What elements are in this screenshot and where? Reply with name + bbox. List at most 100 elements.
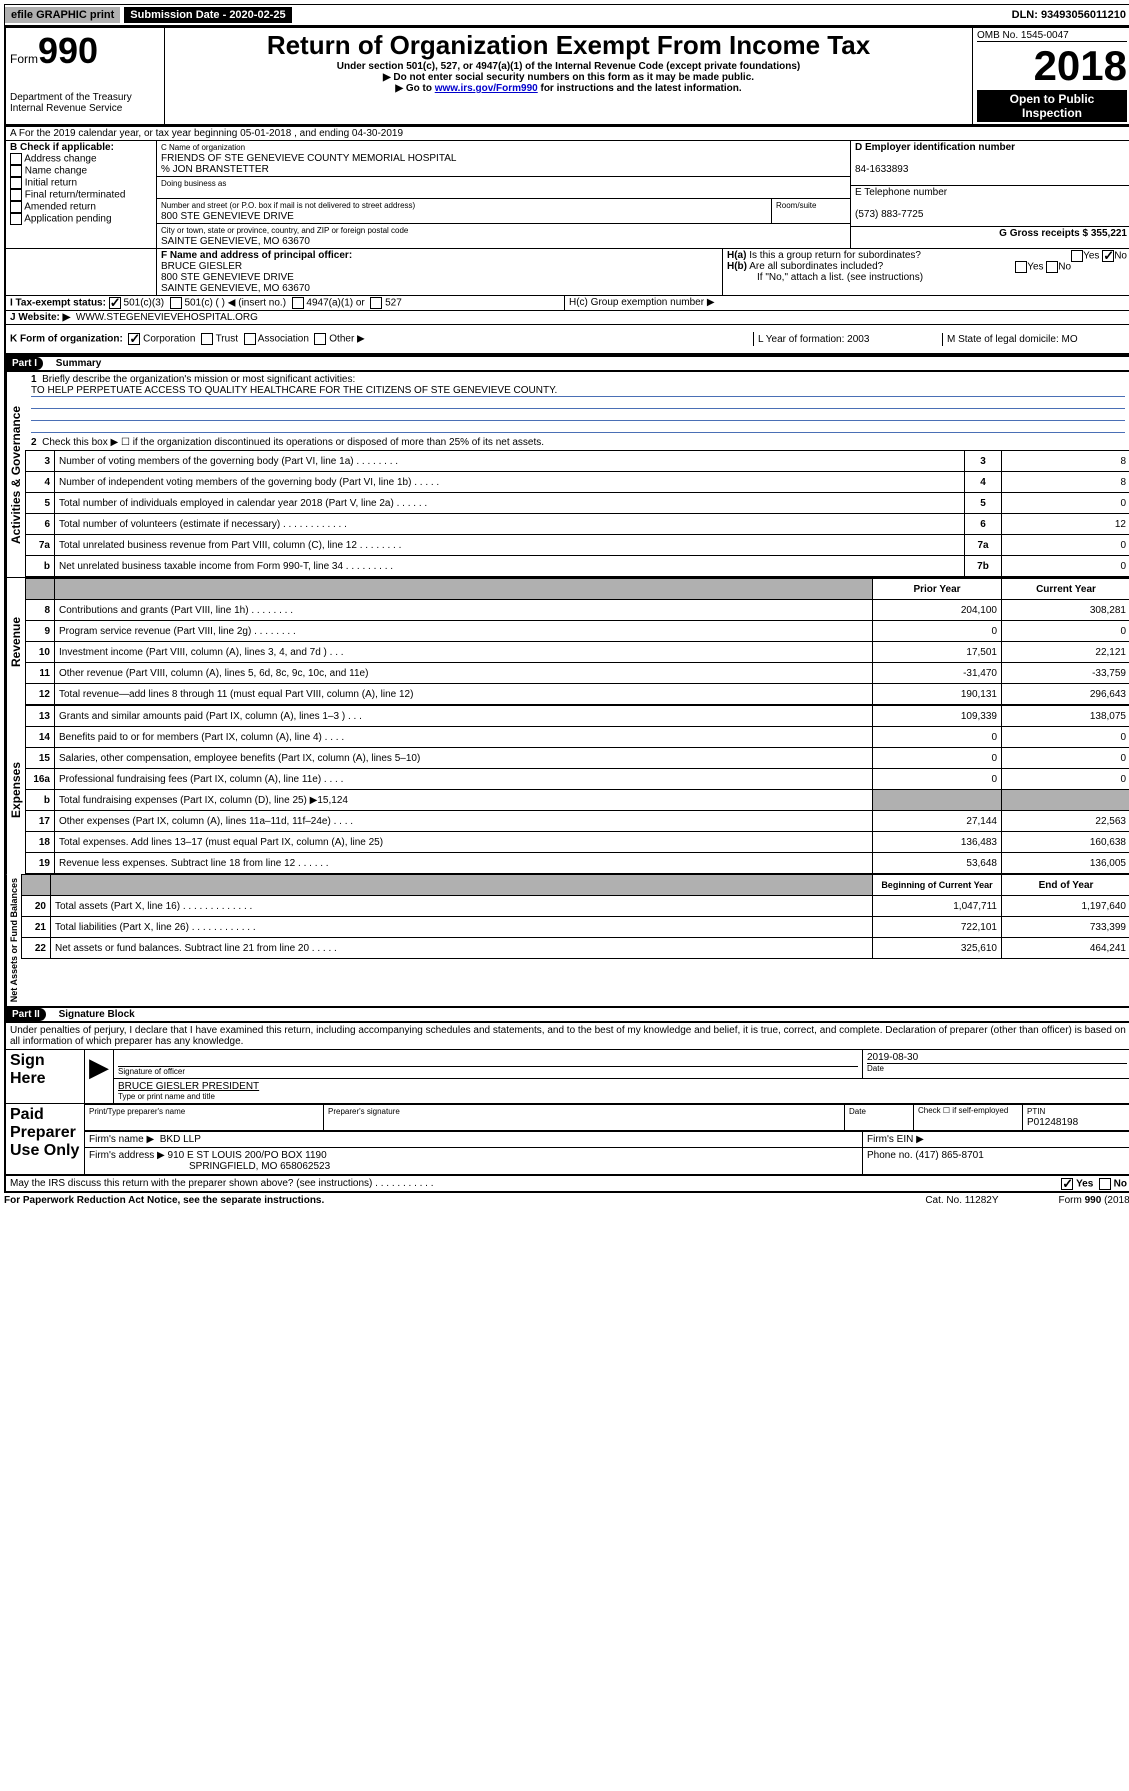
line-a: A For the 2019 calendar year, or tax yea… bbox=[6, 127, 1129, 140]
line-num: 13 bbox=[26, 706, 55, 727]
cb-address-change[interactable] bbox=[10, 153, 22, 165]
line-text: Number of voting members of the governin… bbox=[55, 451, 965, 472]
form-990: 990 bbox=[38, 30, 98, 71]
cb-amended[interactable] bbox=[10, 201, 22, 213]
sign-here-label: Sign Here bbox=[5, 1050, 85, 1104]
firm-ein-label: Firm's EIN ▶ bbox=[863, 1132, 1129, 1148]
opt-amended: Amended return bbox=[24, 202, 96, 213]
form-subtitle: Under section 501(c), 527, or 4947(a)(1)… bbox=[169, 61, 968, 72]
line-val: 0 bbox=[1002, 535, 1129, 556]
opt-final-return: Final return/terminated bbox=[25, 190, 126, 201]
form-header: Form990 Department of the TreasuryIntern… bbox=[4, 26, 1129, 126]
tax-year: 2018 bbox=[977, 42, 1127, 90]
line-num: 19 bbox=[26, 853, 55, 874]
current-year-head: Current Year bbox=[1002, 579, 1129, 600]
vlabel-ag: Activities & Governance bbox=[6, 372, 25, 577]
box-b-label: B Check if applicable: bbox=[10, 142, 114, 153]
firm-phone: Phone no. (417) 865-8701 bbox=[863, 1148, 1129, 1176]
q1-num: 1 bbox=[31, 374, 37, 385]
line-text: Salaries, other compensation, employee b… bbox=[55, 748, 873, 769]
cb-application-pending[interactable] bbox=[10, 213, 22, 225]
line-val: 0 bbox=[1002, 493, 1129, 514]
part1-heading: Summary bbox=[46, 358, 102, 369]
officer-name: BRUCE GIESLER bbox=[161, 261, 242, 272]
line-val: 8 bbox=[1002, 472, 1129, 493]
part2-badge: Part II bbox=[6, 1008, 46, 1021]
end-year-head: End of Year bbox=[1002, 875, 1129, 896]
cb-527[interactable] bbox=[370, 297, 382, 309]
line-num: 18 bbox=[26, 832, 55, 853]
current-val: 308,281 bbox=[1002, 600, 1129, 621]
line-num: b bbox=[26, 790, 55, 811]
netassets-table: Beginning of Current Year End of Year 20… bbox=[21, 874, 1129, 959]
hb-yes[interactable] bbox=[1015, 261, 1027, 273]
ha-label: H(a) bbox=[727, 250, 746, 261]
ha-yes[interactable] bbox=[1071, 250, 1083, 262]
sig-date-label: Date bbox=[867, 1063, 1127, 1073]
ha-no[interactable] bbox=[1102, 250, 1114, 262]
line-num: 7a bbox=[26, 535, 55, 556]
cb-other[interactable] bbox=[314, 333, 326, 345]
line-num: 5 bbox=[26, 493, 55, 514]
prior-val: 109,339 bbox=[873, 706, 1002, 727]
cb-initial-return[interactable] bbox=[10, 177, 22, 189]
prep-date-label: Date bbox=[849, 1107, 866, 1116]
opt-name-change: Name change bbox=[25, 166, 87, 177]
line-text: Net assets or fund balances. Subtract li… bbox=[51, 938, 873, 959]
rev-label-blank bbox=[55, 579, 873, 600]
cb-501c[interactable] bbox=[170, 297, 182, 309]
hb-no[interactable] bbox=[1046, 261, 1058, 273]
box-i-label: I Tax-exempt status: bbox=[10, 298, 106, 309]
ptin-label: PTIN bbox=[1027, 1107, 1045, 1116]
line-text: Program service revenue (Part VIII, line… bbox=[55, 621, 873, 642]
city-label: City or town, state or province, country… bbox=[161, 226, 408, 235]
line-val: 8 bbox=[1002, 451, 1129, 472]
prior-val: 325,610 bbox=[873, 938, 1002, 959]
cb-name-change[interactable] bbox=[10, 165, 22, 177]
cb-final-return[interactable] bbox=[10, 189, 22, 201]
line-ref: 5 bbox=[965, 493, 1002, 514]
prior-val: 204,100 bbox=[873, 600, 1002, 621]
prior-val: 1,047,711 bbox=[873, 896, 1002, 917]
current-val: 1,197,640 bbox=[1002, 896, 1129, 917]
expenses-table: 13 Grants and similar amounts paid (Part… bbox=[25, 705, 1129, 874]
cb-corp[interactable] bbox=[128, 333, 140, 345]
irs-link[interactable]: www.irs.gov/Form990 bbox=[435, 83, 538, 94]
line-text: Total fundraising expenses (Part IX, col… bbox=[55, 790, 873, 811]
cb-assoc[interactable] bbox=[244, 333, 256, 345]
discuss-no[interactable] bbox=[1099, 1178, 1111, 1190]
cb-4947[interactable] bbox=[292, 297, 304, 309]
current-val: 22,563 bbox=[1002, 811, 1129, 832]
paid-preparer-label: Paid Preparer Use Only bbox=[5, 1104, 85, 1176]
org-name: FRIENDS OF STE GENEVIEVE COUNTY MEMORIAL… bbox=[161, 153, 456, 164]
part1-badge: Part I bbox=[6, 357, 43, 370]
line-text: Professional fundraising fees (Part IX, … bbox=[55, 769, 873, 790]
ein: 84-1633893 bbox=[855, 164, 908, 175]
current-val: 464,241 bbox=[1002, 938, 1129, 959]
line-num: 11 bbox=[26, 663, 55, 684]
current-val: 138,075 bbox=[1002, 706, 1129, 727]
current-val: 0 bbox=[1002, 621, 1129, 642]
form-word: Form bbox=[10, 52, 38, 66]
line-text: Total unrelated business revenue from Pa… bbox=[55, 535, 965, 556]
discuss-yes[interactable] bbox=[1061, 1178, 1073, 1190]
line-text: Other expenses (Part IX, column (A), lin… bbox=[55, 811, 873, 832]
q2-num: 2 bbox=[31, 437, 37, 448]
officer-city: SAINTE GENEVIEVE, MO 63670 bbox=[161, 283, 310, 294]
opt-4947: 4947(a)(1) or bbox=[306, 298, 364, 309]
officer-addr: 800 STE GENEVIEVE DRIVE bbox=[161, 272, 294, 283]
line-ref: 7a bbox=[965, 535, 1002, 556]
street-address: 800 STE GENEVIEVE DRIVE bbox=[161, 211, 294, 222]
firm-name: BKD LLP bbox=[160, 1134, 201, 1145]
prior-val bbox=[873, 790, 1002, 811]
goto-line: ▶ Go to www.irs.gov/Form990 for instruct… bbox=[169, 83, 968, 94]
firm-name-label: Firm's name ▶ bbox=[89, 1134, 154, 1145]
line-val: 12 bbox=[1002, 514, 1129, 535]
cb-trust[interactable] bbox=[201, 333, 213, 345]
ssn-warning: ▶ Do not enter social security numbers o… bbox=[169, 72, 968, 83]
submission-date: Submission Date - 2020-02-25 bbox=[124, 7, 291, 23]
line-num: 15 bbox=[26, 748, 55, 769]
efile-label[interactable]: efile GRAPHIC print bbox=[5, 7, 120, 23]
prior-val: 0 bbox=[873, 621, 1002, 642]
cb-501c3[interactable] bbox=[109, 297, 121, 309]
